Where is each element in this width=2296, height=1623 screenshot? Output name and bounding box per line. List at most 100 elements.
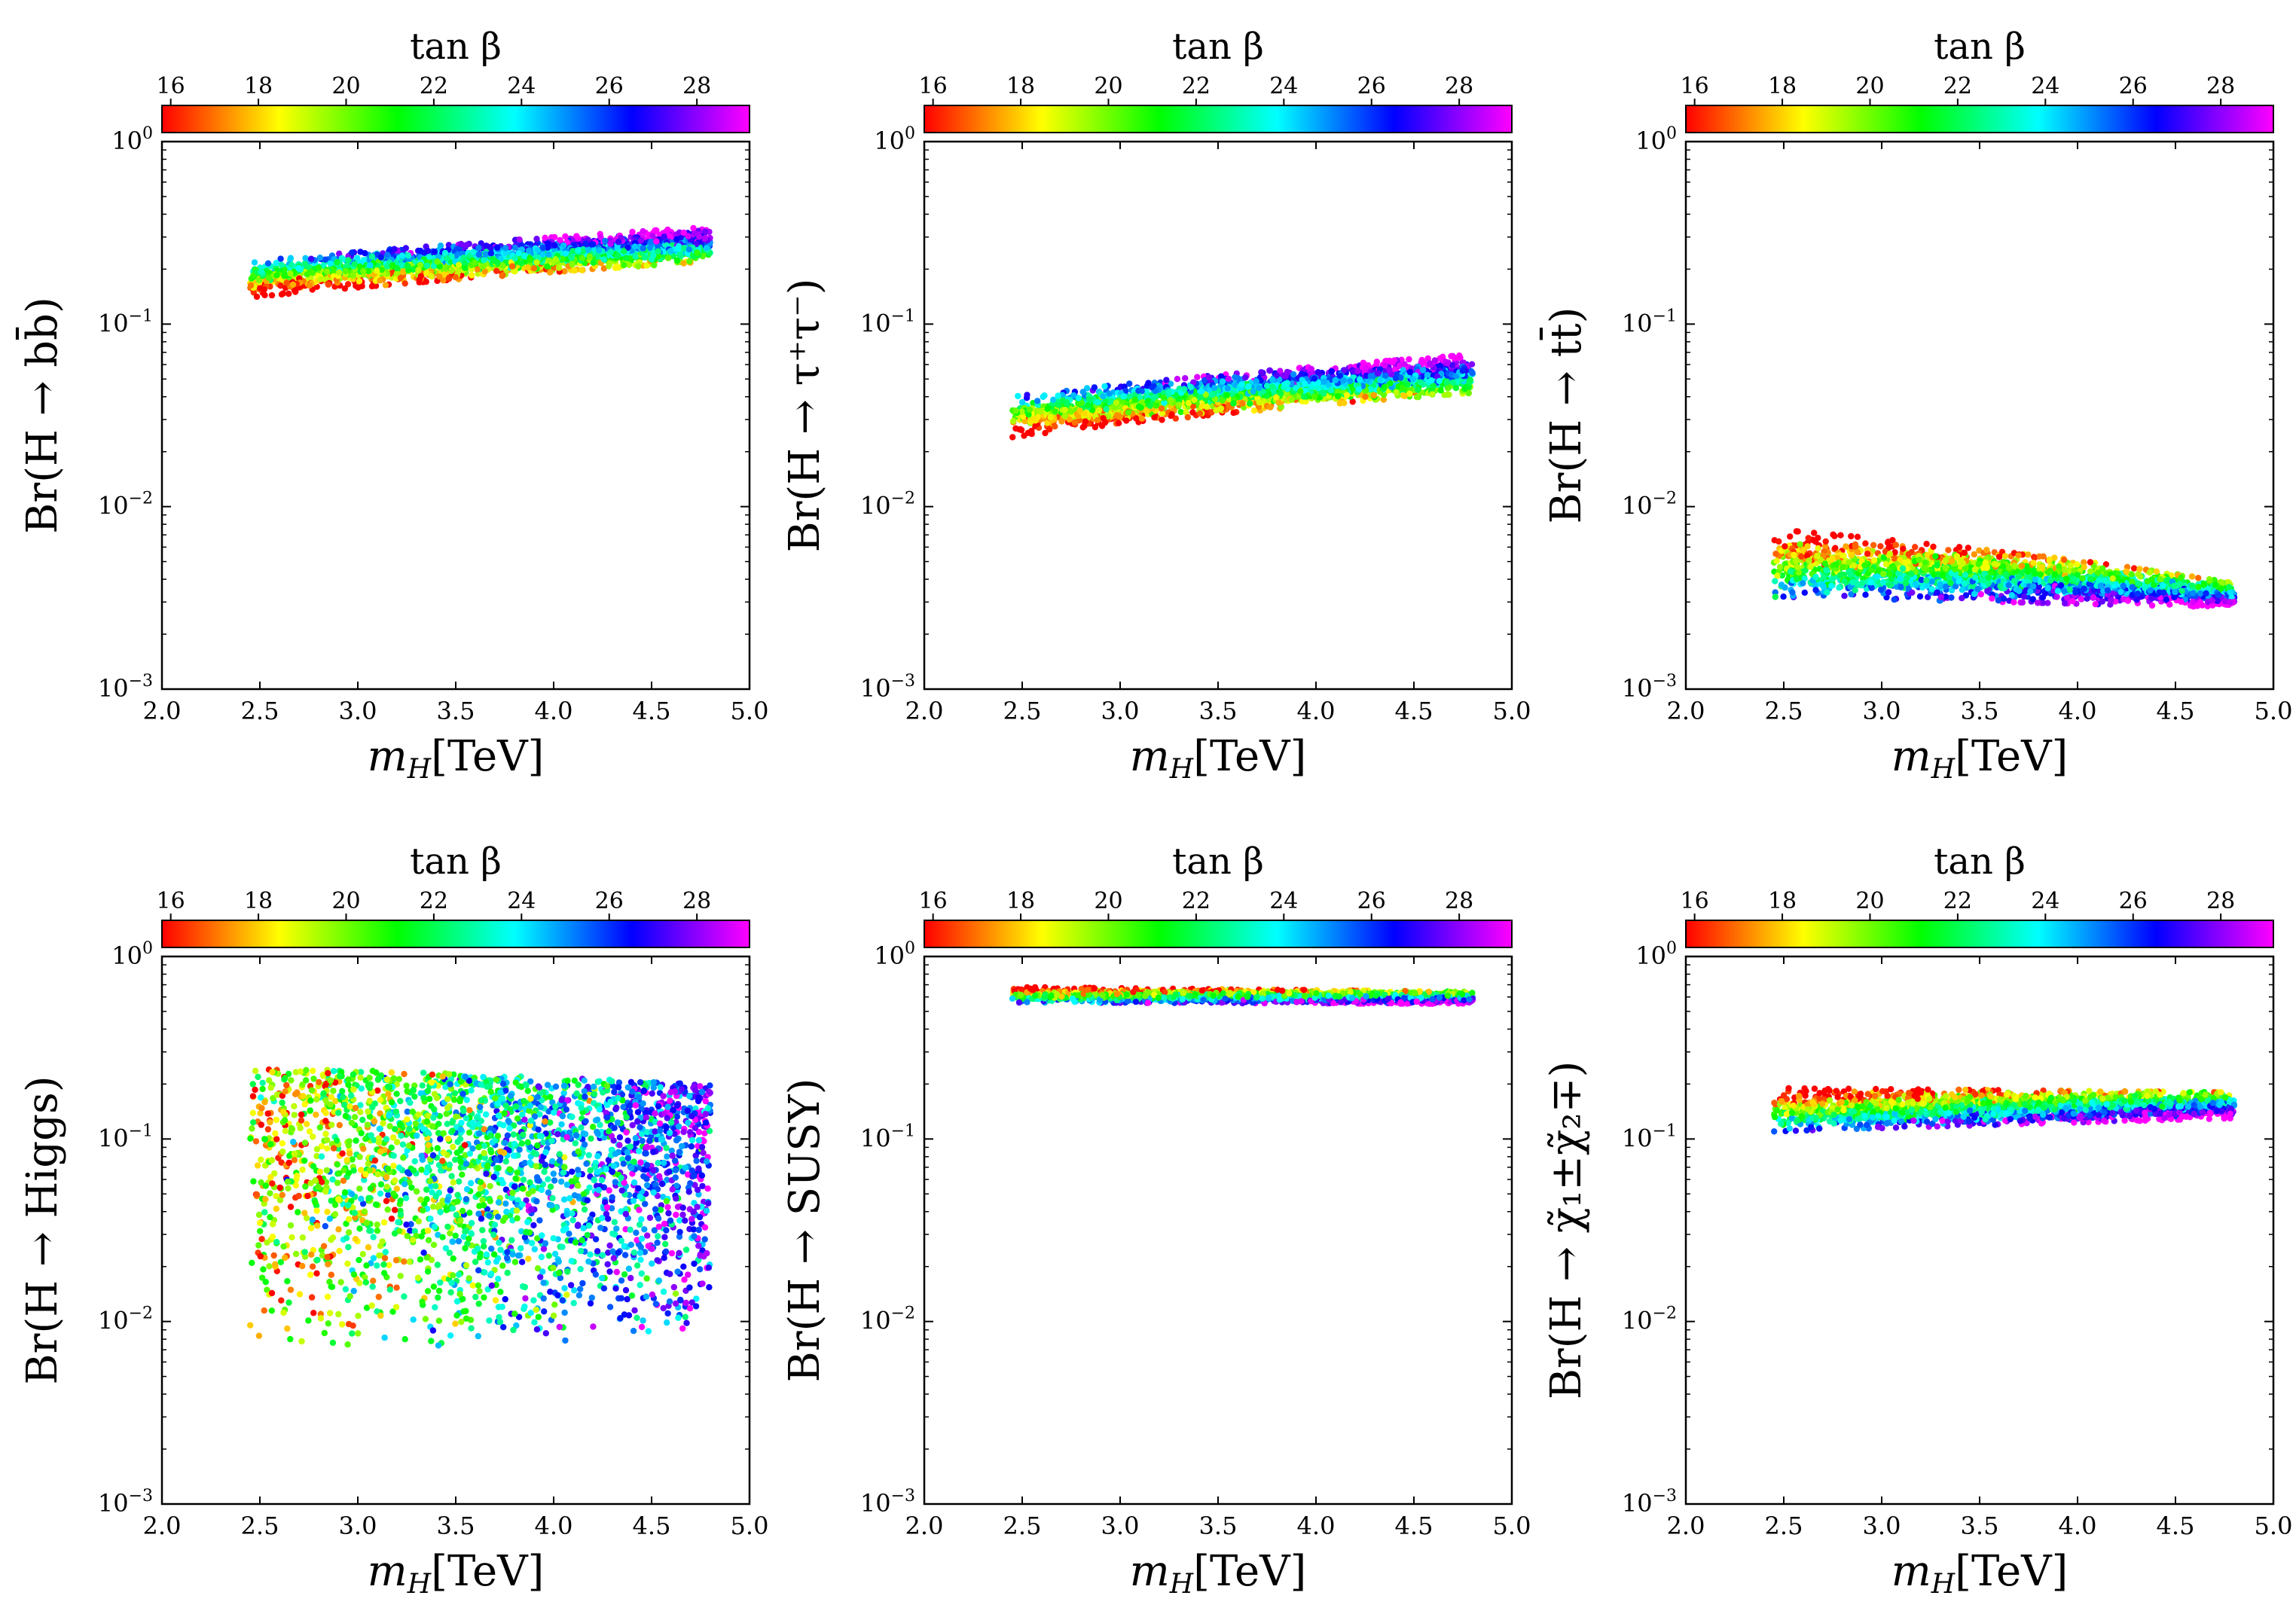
y-tick-label: 10−2 xyxy=(98,490,153,520)
data-point xyxy=(278,291,285,298)
data-point xyxy=(1343,392,1351,398)
data-point xyxy=(487,244,493,251)
data-point xyxy=(1085,395,1093,403)
data-point xyxy=(1100,393,1107,400)
data-point xyxy=(544,263,551,270)
data-point xyxy=(1297,388,1304,395)
data-point xyxy=(325,281,331,288)
data-point xyxy=(310,270,316,276)
data-point xyxy=(301,260,308,267)
data-point xyxy=(1253,378,1260,385)
data-point xyxy=(307,275,314,282)
data-point xyxy=(2130,565,2138,572)
data-point xyxy=(306,282,313,289)
colorbar-bb xyxy=(161,105,750,133)
data-point xyxy=(1209,392,1216,398)
data-point xyxy=(1189,409,1196,416)
data-point xyxy=(475,244,482,252)
data-point xyxy=(499,272,506,279)
data-point xyxy=(1244,383,1252,390)
data-point xyxy=(1341,367,1348,374)
colorbar-tick-label: 18 xyxy=(1006,73,1035,99)
data-point xyxy=(634,263,642,270)
data-point xyxy=(1355,386,1363,393)
data-point xyxy=(685,246,693,253)
data-point xyxy=(423,262,431,269)
data-point xyxy=(1100,415,1107,422)
data-point xyxy=(1269,383,1276,390)
x-axis-label: mH[TeV] xyxy=(1130,732,1307,785)
data-point xyxy=(539,251,546,258)
data-point xyxy=(632,252,639,259)
data-point xyxy=(1121,393,1128,400)
colorbar-tick-label: 16 xyxy=(157,73,185,99)
data-point xyxy=(431,249,438,255)
data-point xyxy=(1382,372,1389,379)
data-point xyxy=(1446,391,1452,398)
colorbar-tick-label: 20 xyxy=(331,73,360,99)
data-point xyxy=(1456,352,1463,359)
x-tick-label: 2.5 xyxy=(1003,697,1042,725)
data-point xyxy=(383,263,391,270)
data-point xyxy=(1163,377,1170,383)
data-point xyxy=(384,252,391,258)
data-point xyxy=(258,268,265,275)
data-point xyxy=(1217,405,1225,412)
data-point xyxy=(539,244,546,252)
data-point xyxy=(1854,533,1861,540)
data-point xyxy=(1436,377,1443,385)
data-point xyxy=(1290,371,1297,378)
data-point xyxy=(295,264,302,272)
data-point xyxy=(1311,393,1318,400)
data-point xyxy=(1145,380,1152,386)
data-point xyxy=(1224,385,1232,392)
data-point xyxy=(1374,370,1382,377)
data-point xyxy=(1406,368,1414,376)
data-point xyxy=(283,279,290,286)
data-point xyxy=(1037,408,1044,415)
data-point xyxy=(452,273,459,281)
data-point xyxy=(1158,405,1165,412)
data-point xyxy=(253,293,261,300)
data-point xyxy=(287,255,295,261)
data-point xyxy=(402,245,409,252)
data-point xyxy=(1232,374,1238,381)
data-point xyxy=(1175,401,1183,408)
data-point xyxy=(1203,404,1211,410)
x-tick-label: 4.0 xyxy=(1297,697,1336,725)
y-axis-label: Br(H → τ⁺τ⁻) xyxy=(780,278,829,552)
data-point xyxy=(1393,389,1400,396)
data-point xyxy=(571,267,578,274)
data-point xyxy=(455,261,463,269)
data-point xyxy=(1143,407,1150,414)
colorbar-tick-label: 16 xyxy=(1681,73,1709,99)
data-point xyxy=(281,273,288,279)
data-point xyxy=(444,255,450,262)
data-point xyxy=(586,253,593,260)
data-point xyxy=(397,274,405,282)
data-point xyxy=(1095,407,1103,413)
data-point xyxy=(1238,381,1245,388)
data-point xyxy=(1381,383,1388,391)
data-point xyxy=(1401,361,1408,368)
data-point xyxy=(1058,418,1065,425)
data-point xyxy=(1168,396,1174,404)
data-point xyxy=(362,250,368,257)
data-point xyxy=(1125,409,1132,416)
data-point xyxy=(368,282,376,290)
scatter-points-tautau xyxy=(1009,352,1476,441)
data-point xyxy=(1135,387,1142,394)
data-point xyxy=(1356,376,1363,383)
data-point xyxy=(1354,368,1362,374)
data-point xyxy=(1160,395,1168,401)
data-point xyxy=(562,233,569,240)
data-point xyxy=(389,262,396,269)
data-point xyxy=(1196,410,1204,417)
data-point xyxy=(1311,375,1318,382)
data-point xyxy=(606,263,612,270)
data-point xyxy=(568,255,575,261)
y-tick-label: 10−1 xyxy=(860,307,915,337)
data-point xyxy=(1428,377,1435,384)
data-point xyxy=(265,274,273,281)
